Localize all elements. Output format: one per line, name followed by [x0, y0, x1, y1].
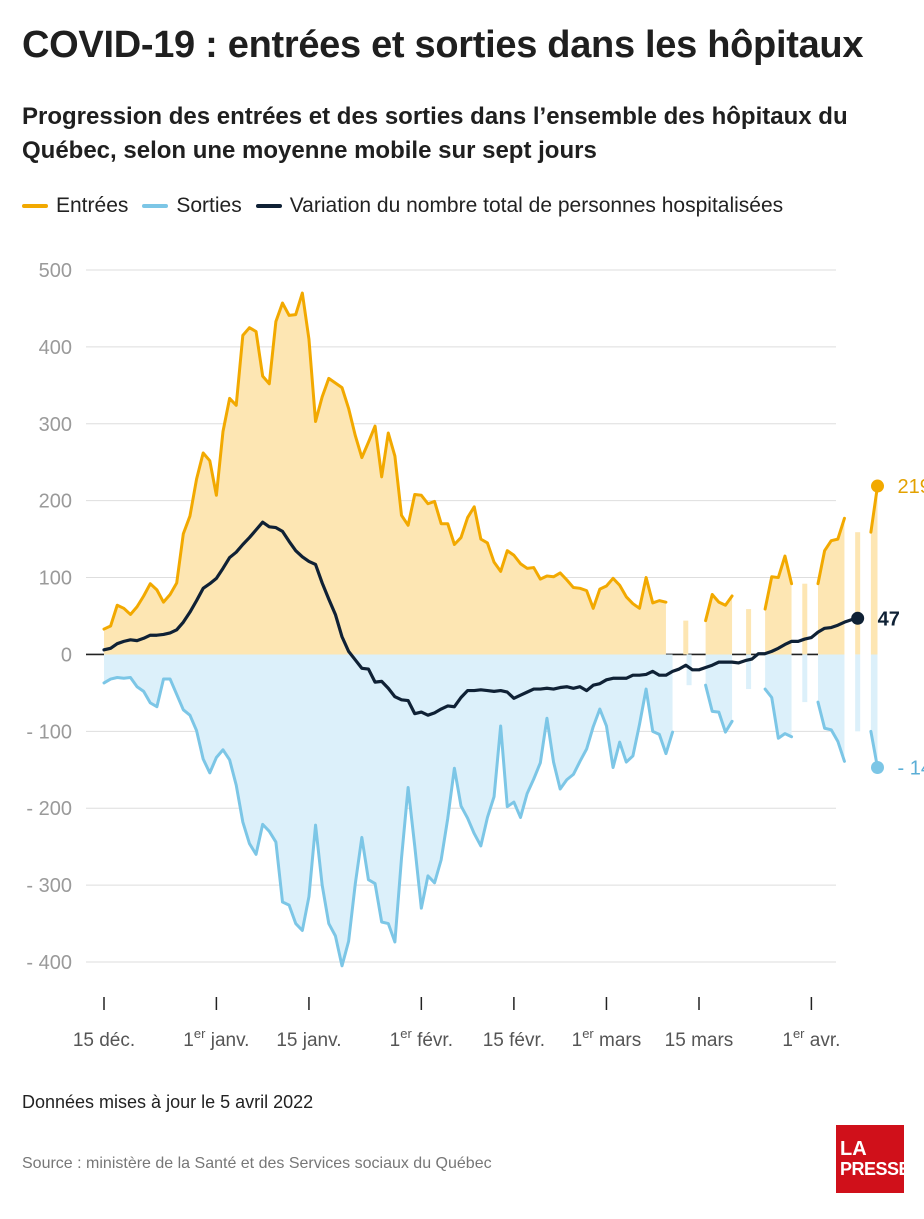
- update-note: Données mises à jour le 5 avril 2022: [22, 1092, 314, 1112]
- legend-label-entrees: Entrées: [56, 194, 129, 217]
- legend-item-entrees: Entrées: [22, 194, 128, 218]
- y-tick-label: - 200: [26, 798, 72, 820]
- y-tick-label: - 400: [26, 952, 72, 974]
- x-tick-label: 1er févr.: [390, 1026, 453, 1051]
- y-axis-ticks: 500 400 300 200 100 0 - 100 - 200 - 300 - 400: [26, 260, 72, 974]
- sorties-gap-band: [686, 654, 692, 686]
- entrees-area: [104, 293, 666, 655]
- variation-line: [102, 520, 860, 717]
- legend-label-variation: Variation du nombre total de personnes h…: [289, 194, 784, 217]
- sorties-area: [705, 654, 733, 733]
- x-tick-label: 15 janv.: [276, 1030, 341, 1051]
- x-tick-label: 1er mars: [572, 1026, 642, 1051]
- end-point: [851, 611, 865, 625]
- entrees-gap-band: [746, 609, 752, 655]
- end-label: - 147: [898, 757, 924, 779]
- x-tick-label: 1er janv.: [183, 1026, 249, 1051]
- entrees-line: [869, 484, 879, 534]
- source-note: Source : ministère de la Santé et des Se…: [22, 1155, 492, 1172]
- entrees-line: [763, 554, 794, 611]
- y-tick-label: 0: [61, 644, 72, 666]
- y-tick-label: 300: [39, 414, 72, 436]
- entrees-gap-band: [802, 583, 808, 655]
- y-tick-label: 500: [39, 260, 72, 282]
- hospital-flow-chart: 500 400 300 200 100 0 - 100 - 200 - 300 - 400 15 …: [26, 260, 924, 1051]
- chart-subtitle: Progression des entrées et des sorties d…: [22, 103, 848, 164]
- sorties-line: [763, 687, 794, 740]
- entrees-area: [818, 518, 845, 655]
- entrees-line: [704, 592, 734, 623]
- x-tick-label: 15 déc.: [73, 1030, 135, 1051]
- legend-item-sorties: Sorties: [142, 194, 242, 218]
- end-point: [871, 479, 884, 493]
- legend-item-variation: Variation du nombre total de personnes h…: [255, 194, 784, 218]
- chart-title: COVID-19 : entrées et sorties dans les h…: [22, 24, 864, 66]
- y-tick-label: - 100: [26, 721, 72, 743]
- legend-label-sorties: Sorties: [176, 194, 242, 217]
- sorties-gap-band: [855, 654, 861, 732]
- x-axis-ticks: 15 déc. 1er janv. 15 janv. 1er févr. 15 févr…: [73, 997, 840, 1051]
- legend-swatch-sorties: [142, 204, 169, 208]
- legend-swatch-entrees: [22, 204, 48, 208]
- sorties-gap-band: [802, 654, 808, 703]
- entrees-gap-band: [683, 620, 689, 655]
- end-label: 47: [878, 608, 900, 630]
- la-presse-logo: LA PRESSE: [836, 1125, 911, 1193]
- end-label: 219: [898, 476, 924, 498]
- legend-swatch-variation: [255, 204, 282, 208]
- sorties-area: [104, 654, 673, 966]
- area-fills: [104, 293, 878, 966]
- y-tick-label: 200: [39, 491, 72, 513]
- legend: Entrées Sorties Variation du nombre tota…: [22, 194, 797, 218]
- end-labels: 219 47 - 147: [851, 476, 924, 779]
- sorties-line: [816, 700, 846, 763]
- sorties-line: [102, 676, 675, 968]
- x-tick-label: 1er avr.: [782, 1026, 840, 1051]
- x-tick-label: 15 mars: [665, 1030, 734, 1051]
- sorties-line: [704, 683, 734, 734]
- entrees-line: [102, 291, 668, 631]
- entrees-gap-band: [855, 532, 861, 655]
- logo-line-1: LA: [840, 1138, 867, 1160]
- y-tick-label: 400: [39, 337, 72, 359]
- x-tick-label: 15 févr.: [483, 1030, 545, 1051]
- y-tick-label: - 300: [26, 875, 72, 897]
- series-lines: [102, 291, 879, 968]
- sorties-gap-band: [746, 654, 752, 690]
- entrees-line: [816, 516, 846, 586]
- sorties-area: [765, 654, 792, 739]
- end-point: [871, 760, 884, 774]
- entrees-area: [705, 594, 733, 655]
- logo-line-2: PRESSE: [840, 1159, 911, 1179]
- sorties-area: [818, 654, 845, 762]
- y-tick-label: 100: [39, 568, 72, 590]
